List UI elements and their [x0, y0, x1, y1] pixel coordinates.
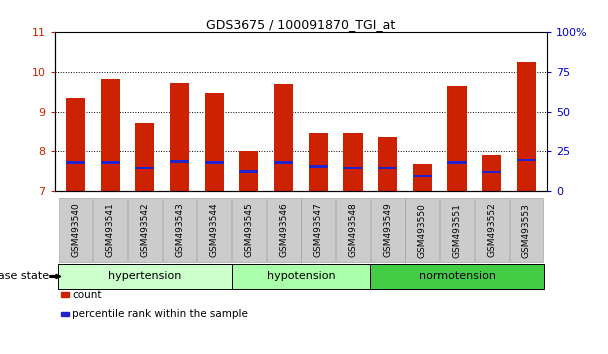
Bar	[482, 154, 501, 191]
Text: GSM493545: GSM493545	[244, 203, 254, 257]
Bar	[101, 161, 120, 164]
Title: GDS3675 / 100091870_TGI_at: GDS3675 / 100091870_TGI_at	[206, 18, 396, 31]
Bar	[136, 122, 154, 191]
Text: GSM493542: GSM493542	[140, 203, 150, 257]
Bar	[517, 159, 536, 161]
Bar	[274, 84, 293, 191]
Text: GSM493547: GSM493547	[314, 203, 323, 257]
Text: GSM493543: GSM493543	[175, 203, 184, 257]
Bar	[240, 170, 258, 173]
Bar	[170, 160, 189, 163]
Bar	[101, 79, 120, 191]
Bar	[66, 98, 85, 191]
Text: normotension: normotension	[418, 272, 496, 281]
Bar	[344, 167, 362, 170]
Bar	[309, 133, 328, 191]
Bar	[274, 161, 293, 164]
Text: GSM493544: GSM493544	[210, 203, 219, 257]
Bar	[378, 167, 397, 170]
Bar	[240, 150, 258, 191]
Text: hypertension: hypertension	[108, 272, 182, 281]
Text: GSM493551: GSM493551	[452, 202, 461, 258]
Bar	[378, 137, 397, 191]
Bar	[205, 93, 224, 191]
Text: GSM493553: GSM493553	[522, 202, 531, 258]
Text: GSM493552: GSM493552	[487, 203, 496, 257]
Text: GSM493549: GSM493549	[383, 203, 392, 257]
Bar	[413, 175, 432, 177]
Text: count: count	[72, 290, 102, 299]
Bar	[344, 133, 362, 191]
Bar	[309, 165, 328, 168]
Bar	[447, 161, 466, 164]
Bar	[136, 167, 154, 170]
Text: GSM493540: GSM493540	[71, 203, 80, 257]
Bar	[482, 171, 501, 173]
Bar	[447, 86, 466, 191]
Bar	[205, 161, 224, 164]
Bar	[66, 161, 85, 164]
Text: hypotension: hypotension	[267, 272, 335, 281]
Text: GSM493548: GSM493548	[348, 203, 358, 257]
Bar	[517, 62, 536, 191]
Text: GSM493541: GSM493541	[106, 203, 115, 257]
Bar	[413, 164, 432, 191]
Text: disease state: disease state	[0, 272, 49, 281]
Text: GSM493550: GSM493550	[418, 202, 427, 258]
Bar	[170, 83, 189, 191]
Text: GSM493546: GSM493546	[279, 203, 288, 257]
Text: percentile rank within the sample: percentile rank within the sample	[72, 309, 248, 319]
